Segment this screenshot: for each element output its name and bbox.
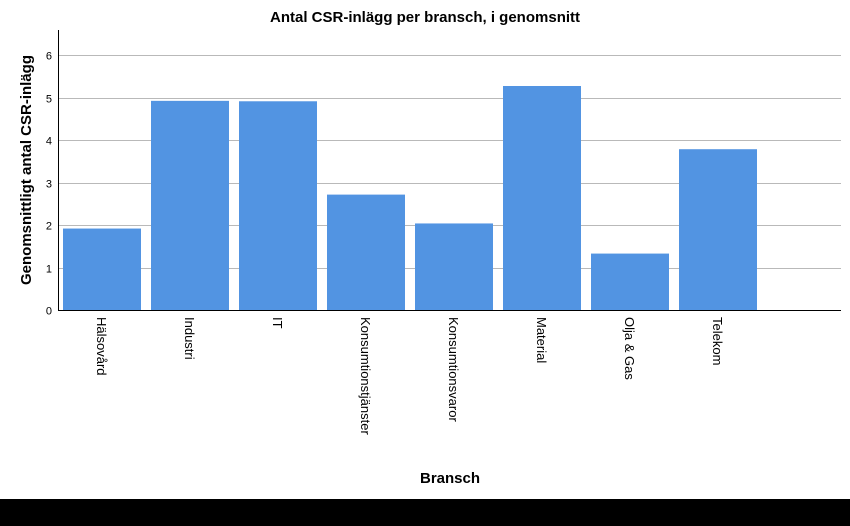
y-axis-title: Genomsnittligt antal CSR-inlägg (18, 55, 35, 285)
y-tick-label: 4 (46, 136, 52, 148)
bars (63, 86, 757, 311)
bar-olja-gas (591, 253, 669, 310)
y-tick-label: 1 (46, 264, 52, 276)
y-tick-label: 3 (46, 179, 52, 191)
x-category-label: Hälsovård (94, 317, 109, 376)
bar-chart: Antal CSR-inlägg per bransch, i genomsni… (18, 9, 841, 487)
bar-hälsovård (63, 228, 141, 310)
chart-title: Antal CSR-inlägg per bransch, i genomsni… (270, 9, 580, 26)
y-tick-label: 6 (46, 51, 52, 63)
x-category-label: Industri (182, 317, 197, 360)
x-category-label: Konsumtionsvaror (446, 317, 461, 422)
y-tick-label: 5 (46, 94, 52, 106)
bar-telekom (679, 149, 757, 310)
x-axis-title: Bransch (420, 470, 480, 487)
x-category-label: IT (270, 317, 285, 329)
x-category-label: Olja & Gas (622, 317, 637, 380)
x-axis-category-labels: Hälsovård Industri IT Konsumtionstjänster Ko… (94, 317, 725, 435)
bar-konsumtionstjänster (327, 194, 405, 310)
x-category-label: Material (534, 317, 549, 363)
x-category-label: Konsumtionstjänster (358, 317, 373, 435)
y-tick-label: 2 (46, 221, 52, 233)
y-tick-label: 0 (46, 306, 52, 318)
x-category-label: Telekom (710, 317, 725, 365)
axes (58, 30, 841, 311)
bar-industri (151, 100, 229, 311)
bar-material (503, 86, 581, 310)
y-axis-ticks: 0 1 2 3 4 5 6 (46, 51, 52, 318)
bar-konsumtionsvaror (415, 223, 493, 310)
bottom-black-band (0, 499, 850, 526)
bar-it (239, 101, 317, 310)
